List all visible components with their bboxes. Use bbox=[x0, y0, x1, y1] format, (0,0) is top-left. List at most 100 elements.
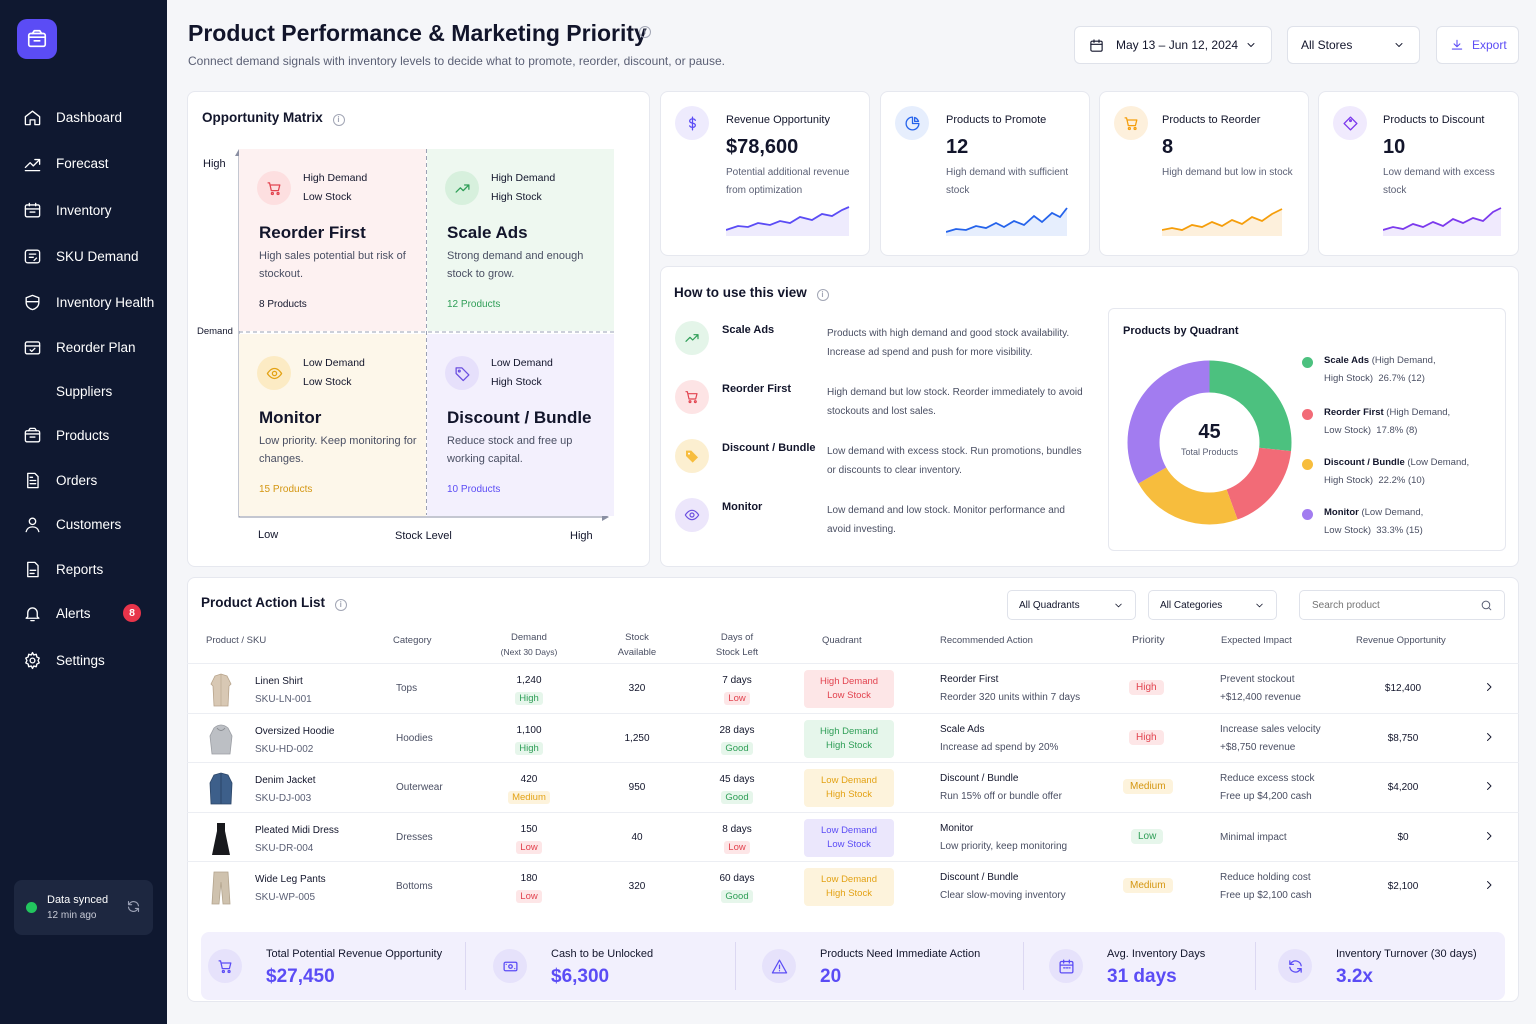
store-select[interactable]: All Stores bbox=[1287, 26, 1420, 64]
sidebar-item-products[interactable]: Products bbox=[0, 417, 167, 453]
sidebar-item-reorder-plan[interactable]: Reorder Plan bbox=[0, 329, 167, 365]
category: Tops bbox=[396, 683, 418, 694]
sidebar-item-dashboard[interactable]: Dashboard bbox=[0, 99, 167, 135]
search-box[interactable] bbox=[1299, 590, 1505, 620]
app-logo[interactable] bbox=[17, 19, 57, 59]
quadrant-tags: Low Demand Low Stock bbox=[303, 357, 365, 388]
sidebar-item-alerts[interactable]: Alerts 8 bbox=[0, 595, 167, 631]
howto-desc: Low demand and low stock. Monitor perfor… bbox=[827, 505, 1065, 535]
kpi-products-to-reorder: Products to Reorder 8 High demand but lo… bbox=[1099, 91, 1309, 256]
sidebar-item-inventory-health[interactable]: Inventory Health bbox=[0, 284, 167, 320]
kpi-label: Products to Promote bbox=[946, 114, 1047, 126]
legend-pct: 22.2% (10) bbox=[1378, 475, 1425, 486]
quadrant-filter[interactable]: All Quadrants bbox=[1007, 590, 1136, 620]
sidebar-item-customers[interactable]: Customers bbox=[0, 506, 167, 542]
sidebar-item-reports[interactable]: Reports bbox=[0, 551, 167, 587]
chevron-down-icon bbox=[1247, 43, 1255, 47]
donut-segment-reorder-first[interactable] bbox=[1226, 447, 1292, 520]
howto-desc: Low demand with excess stock. Run promot… bbox=[827, 446, 1082, 476]
export-button[interactable]: Export bbox=[1436, 26, 1519, 64]
info-icon[interactable]: i bbox=[332, 114, 345, 126]
sidebar-item-inventory[interactable]: Inventory bbox=[0, 192, 167, 228]
chevron-down-icon bbox=[1115, 603, 1122, 607]
sidebar: Dashboard Forecast Inventory SKU Demand Inve… bbox=[0, 0, 167, 1024]
date-range-picker[interactable]: May 13 – Jun 12, 2024 bbox=[1074, 26, 1272, 64]
quadrant-pill: High Demand High Stock bbox=[804, 720, 894, 758]
sidebar-item-sku-demand[interactable]: SKU Demand bbox=[0, 238, 167, 274]
th-product: Product / SKU bbox=[206, 635, 267, 646]
quadrant-reorder-first[interactable]: High Demand Low Stock Reorder First High … bbox=[239, 149, 426, 331]
stock-value: 950 bbox=[628, 782, 646, 793]
sidebar-item-label: SKU Demand bbox=[56, 248, 139, 264]
sidebar-item-suppliers[interactable]: Suppliers bbox=[0, 373, 167, 409]
search-input[interactable] bbox=[1300, 599, 1470, 611]
cart-icon bbox=[257, 171, 291, 205]
donut-total-label: Total Products bbox=[1180, 447, 1239, 457]
table-row[interactable]: Linen Shirt SKU-LN-001 Tops 1,240 High 320 7 d… bbox=[187, 663, 1519, 713]
refresh-icon[interactable] bbox=[126, 899, 141, 914]
action-name: Reorder First bbox=[940, 674, 999, 685]
info-icon[interactable]: i bbox=[639, 26, 651, 38]
quadrant-count: 12 Products bbox=[447, 299, 501, 310]
chevron-right-icon[interactable] bbox=[1483, 731, 1495, 743]
chevron-right-icon[interactable] bbox=[1483, 830, 1495, 842]
matrix-title: Opportunity Matrix i bbox=[202, 110, 345, 126]
info-icon[interactable]: i bbox=[334, 599, 347, 611]
sync-status: Data synced 12 min ago bbox=[14, 880, 153, 935]
legend-dot bbox=[1302, 409, 1313, 420]
table-row[interactable]: Pleated Midi Dress SKU-DR-004 Dresses 150 Lo… bbox=[187, 812, 1519, 862]
product-thumbnail bbox=[209, 772, 233, 805]
days-value: 60 days bbox=[719, 873, 755, 884]
sidebar-item-orders[interactable]: Orders bbox=[0, 462, 167, 498]
trend-icon bbox=[22, 153, 42, 173]
quadrant-pill: Low Demand High Stock bbox=[804, 769, 894, 807]
legend-detail: (Low Demand, bbox=[1407, 457, 1470, 468]
days-value: 8 days bbox=[722, 824, 752, 835]
sidebar-item-label: Settings bbox=[56, 652, 105, 668]
kpi-desc: High demand with sufficient stock bbox=[946, 167, 1069, 196]
th-quadrant: Quadrant bbox=[822, 635, 862, 646]
quadrant-scale-ads[interactable]: High Demand High Stock Scale Ads Strong d… bbox=[427, 149, 614, 331]
table-row[interactable]: Wide Leg Pants SKU-WP-005 Bottoms 180 Low 320… bbox=[187, 861, 1519, 911]
stock-value: 320 bbox=[628, 881, 646, 892]
sidebar-item-settings[interactable]: Settings bbox=[0, 642, 167, 678]
donut-legend-item: Scale Ads (High Demand, High Stock) 26.7%… bbox=[1302, 352, 1494, 388]
demand-tag: High bbox=[515, 742, 543, 755]
quadrant-filter-value: All Quadrants bbox=[1019, 599, 1080, 611]
sidebar-item-label: Products bbox=[56, 427, 110, 443]
sidebar-item-forecast[interactable]: Forecast bbox=[0, 145, 167, 181]
demand-tag: Low bbox=[516, 841, 542, 854]
priority-pill: Low bbox=[1131, 829, 1164, 844]
category: Hoodies bbox=[396, 733, 433, 744]
table-row[interactable]: Oversized Hoodie SKU-HD-002 Hoodies 1,100 Hi… bbox=[187, 713, 1519, 763]
kpi-value: 8 bbox=[1162, 136, 1174, 158]
date-range-value: May 13 – Jun 12, 2024 bbox=[1116, 38, 1239, 52]
chevron-right-icon[interactable] bbox=[1483, 879, 1495, 891]
kpi-label: Revenue Opportunity bbox=[726, 114, 830, 126]
health-icon bbox=[22, 292, 42, 312]
chevron-right-icon[interactable] bbox=[1483, 681, 1495, 693]
eye-icon bbox=[257, 356, 291, 390]
category-filter[interactable]: All Categories bbox=[1148, 590, 1277, 620]
info-icon[interactable]: i bbox=[816, 289, 829, 301]
quadrant-desc: Strong demand and enough stock to grow. bbox=[447, 250, 584, 280]
quadrant-monitor[interactable]: Low Demand Low Stock Monitor Low priority… bbox=[239, 334, 426, 516]
product-name: Oversized Hoodie bbox=[255, 726, 335, 737]
donut-segment-scale-ads[interactable] bbox=[1209, 360, 1292, 452]
page-subtitle: Connect demand signals with inventory le… bbox=[188, 54, 725, 68]
stock-value: 1,250 bbox=[624, 733, 650, 744]
sparkline bbox=[726, 206, 850, 236]
donut-segment-discount-bundle[interactable] bbox=[1138, 467, 1238, 525]
chevron-right-icon[interactable] bbox=[1483, 780, 1495, 792]
quadrant-discount-bundle[interactable]: Low Demand High Stock Discount / Bundle R… bbox=[427, 334, 614, 516]
sidebar-item-label: Reports bbox=[56, 561, 104, 577]
donut-segment-monitor[interactable] bbox=[1127, 360, 1210, 484]
kpi-products-to-promote: Products to Promote 12 High demand with … bbox=[880, 91, 1090, 256]
table-row[interactable]: Denim Jacket SKU-DJ-003 Outerwear 420 Medium… bbox=[187, 762, 1519, 812]
search-icon[interactable] bbox=[1480, 599, 1493, 612]
kpi-revenue-opportunity: Revenue Opportunity $78,600 Potential ad… bbox=[660, 91, 870, 256]
cart-icon bbox=[1114, 106, 1148, 140]
gear-icon bbox=[22, 650, 42, 670]
impact-detail: +$12,400 revenue bbox=[1220, 692, 1301, 703]
product-name: Linen Shirt bbox=[255, 676, 303, 687]
